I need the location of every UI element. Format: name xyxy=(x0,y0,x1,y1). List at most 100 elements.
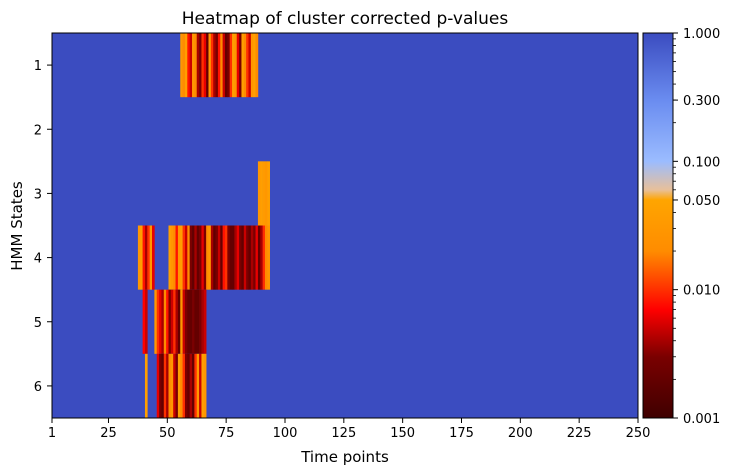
heatmap-cell xyxy=(166,289,169,354)
heatmap-cell xyxy=(199,33,202,98)
heatmap-cell xyxy=(260,225,263,290)
heatmap-cell xyxy=(184,289,188,354)
heatmap-cell xyxy=(170,225,174,290)
heatmap-cell xyxy=(201,33,205,98)
heatmap-cell xyxy=(182,353,186,418)
heatmap-cell xyxy=(194,353,198,418)
colorbar-tick-label: 0.001 xyxy=(683,412,720,427)
heatmap-cell xyxy=(182,289,186,354)
heatmap-cell xyxy=(250,33,254,98)
heatmap-cell xyxy=(210,33,214,98)
heatmap-cell xyxy=(137,225,141,290)
y-tick-label: 6 xyxy=(34,380,42,395)
heatmap-cell xyxy=(241,225,245,290)
heatmap-cell xyxy=(234,33,238,98)
heatmap-cell xyxy=(222,33,226,98)
heatmap-cell xyxy=(260,161,263,226)
heatmap-cell xyxy=(180,225,183,290)
heatmap-cell xyxy=(187,353,190,418)
heatmap-cell xyxy=(140,225,143,290)
heatmap-cell xyxy=(243,33,247,98)
heatmap-cell xyxy=(196,33,200,98)
heatmap-cell xyxy=(156,289,160,354)
heatmap-cell xyxy=(220,225,223,290)
heatmap-cell xyxy=(246,225,249,290)
heatmap-cell xyxy=(173,353,176,418)
heatmap-cell xyxy=(177,353,181,418)
heatmap-cell xyxy=(213,33,216,98)
heatmap-cell xyxy=(175,353,179,418)
x-tick-label: 100 xyxy=(273,426,298,441)
colorbar-gradient xyxy=(642,32,674,419)
heatmap-cell xyxy=(144,225,148,290)
heatmap-cell xyxy=(264,161,268,226)
heatmap-cell xyxy=(236,33,240,98)
x-tick-label: 225 xyxy=(567,426,592,441)
heatmap-cell xyxy=(246,33,249,98)
heatmap-cell xyxy=(189,289,193,354)
heatmap-cell xyxy=(224,33,228,98)
heatmap-cell xyxy=(163,353,167,418)
heatmap-cell xyxy=(232,33,235,98)
heatmap-cell xyxy=(175,289,179,354)
heatmap-cell xyxy=(208,225,212,290)
chart-title: Heatmap of cluster corrected p-values xyxy=(182,9,509,29)
heatmap-cell xyxy=(192,353,195,418)
heatmap-cell xyxy=(144,289,148,354)
heatmap-cell xyxy=(264,225,268,290)
colorbar-tick-label: 0.300 xyxy=(683,94,720,109)
y-tick-label: 5 xyxy=(34,316,42,331)
heatmap-cell xyxy=(187,225,190,290)
colorbar-tick-label: 1.000 xyxy=(683,27,720,42)
heatmap-cell xyxy=(189,33,193,98)
heatmap-cell xyxy=(161,289,165,354)
heatmap-cell xyxy=(222,225,226,290)
heatmap-cell xyxy=(159,353,162,418)
heatmap-cell xyxy=(168,353,172,418)
heatmap-cell xyxy=(187,33,190,98)
plot-area xyxy=(51,32,639,419)
heatmap-cell xyxy=(189,353,193,418)
heatmap-cell xyxy=(199,225,202,290)
heatmap-cell xyxy=(182,33,186,98)
heatmap-cell xyxy=(163,289,167,354)
heatmap-cell xyxy=(255,225,259,290)
heatmap-cell xyxy=(177,289,181,354)
heatmap-cell xyxy=(194,225,198,290)
x-tick-label: 1 xyxy=(48,426,56,441)
heatmap-cell xyxy=(267,161,270,226)
heatmap-cell xyxy=(192,33,195,98)
heatmap-cell xyxy=(255,33,259,98)
heatmap-cell xyxy=(180,289,183,354)
heatmap-cell xyxy=(213,225,216,290)
heatmap-cell xyxy=(241,33,245,98)
x-tick-label: 25 xyxy=(100,426,117,441)
heatmap-cell xyxy=(194,33,198,98)
heatmap-cell xyxy=(236,225,240,290)
x-tick-label: 75 xyxy=(218,426,235,441)
heatmap-cell xyxy=(201,225,205,290)
heatmap-cell xyxy=(168,289,172,354)
heatmap-cell xyxy=(224,225,228,290)
y-axis-label: HMM States xyxy=(8,181,26,271)
heatmap-cell xyxy=(152,225,155,290)
x-tick-label: 250 xyxy=(626,426,651,441)
heatmap-cell xyxy=(199,289,202,354)
heatmap-cell xyxy=(180,353,183,418)
heatmap-cell xyxy=(168,225,172,290)
heatmap-cell xyxy=(229,33,233,98)
heatmap-cell xyxy=(177,225,181,290)
heatmap-cell xyxy=(215,225,219,290)
heatmap-cell xyxy=(217,225,221,290)
heatmap-cell xyxy=(234,225,238,290)
heatmap-cell xyxy=(253,225,256,290)
heatmap-cell xyxy=(173,289,176,354)
heatmap-cell xyxy=(170,289,174,354)
heatmap-cell xyxy=(248,225,252,290)
y-tick-label: 1 xyxy=(34,59,42,74)
heatmap-cell xyxy=(206,33,209,98)
heatmap-cell xyxy=(184,33,188,98)
heatmap-cell xyxy=(180,33,183,98)
heatmap-cell xyxy=(262,225,266,290)
